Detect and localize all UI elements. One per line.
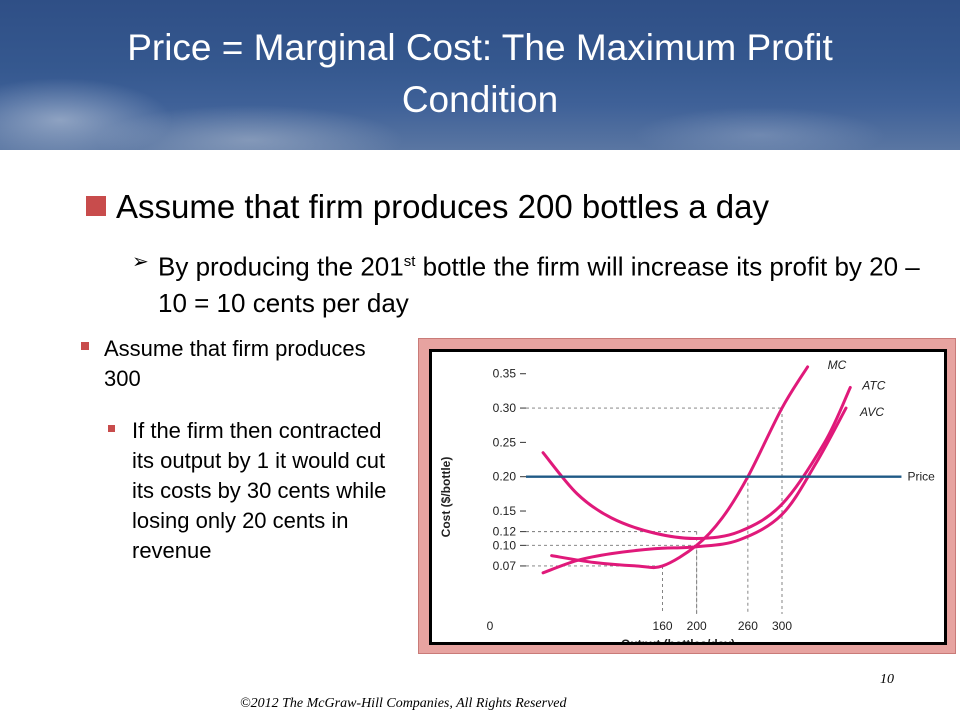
square-bullet-icon <box>81 342 89 350</box>
series-label-avc: AVC <box>859 405 884 419</box>
series-avc-line <box>541 406 848 575</box>
title-bar: Price = Marginal Cost: The Maximum Profi… <box>0 0 960 150</box>
left-bullet: Assume that firm produces 300 <box>78 334 378 394</box>
series-label-atc: ATC <box>861 378 885 392</box>
sub-bullet-part1: By producing the 201 <box>158 251 404 282</box>
x-tick-label: 300 <box>772 619 792 633</box>
x-tick-label: 0 <box>487 619 494 633</box>
sub-bullet-part2: bottle the firm will increase its profit… <box>158 251 920 318</box>
footer-copyright: ©2012 The McGraw-Hill Companies, All Rig… <box>240 696 567 711</box>
page-number: 10 <box>880 672 894 687</box>
cost-chart: 0.07 0.100.12 0.15 0.20 0.25 0.30 0.35 0 160 200 2… <box>432 352 944 642</box>
x-axis-label: Output (bottles/day) <box>621 637 735 642</box>
chart-border: 0.07 0.10 0.12 0.15 0.20 0.25 0.30 0.35 0 160 200 2… <box>429 349 947 645</box>
y-tick-label: 0.10 <box>493 538 517 552</box>
left-sub-bullet-text: If the firm then contracted its output b… <box>132 418 387 563</box>
y-tick-label: 0.15 <box>493 504 517 518</box>
square-bullet-icon <box>86 196 106 216</box>
y-tick-label: 0.20 <box>493 470 517 484</box>
y-tick-label: 0.25 <box>493 435 517 449</box>
x-tick-label: 160 <box>653 619 673 633</box>
sub-bullet: ➢ By producing the 201st bottle the firm… <box>132 244 942 321</box>
y-tick-label: 0.30 <box>493 401 517 415</box>
slide-title: Price = Marginal Cost: The Maximum Profi… <box>127 27 833 120</box>
series-label-mc: MC <box>828 358 847 372</box>
y-axis-label: Cost ($/bottle) <box>439 457 453 538</box>
sub-bullet-superscript: st <box>403 253 416 270</box>
left-bullet-text: Assume that firm produces 300 <box>104 336 366 391</box>
arrow-bullet-icon: ➢ <box>132 251 149 273</box>
main-bullet-text: Assume that firm produces 200 bottles a … <box>116 188 770 225</box>
chart-frame: 0.07 0.10 0.12 0.15 0.20 0.25 0.30 0.35 0 160 200 2… <box>418 338 956 654</box>
series-atc-line <box>541 385 852 540</box>
y-tick-label: 0.35 <box>493 367 517 381</box>
x-tick-label: 200 <box>687 619 707 633</box>
y-tick-label: 0.12 <box>493 525 517 539</box>
y-tick-label: 0.07 <box>493 559 517 573</box>
series-label-price: Price <box>907 470 935 484</box>
sub-bullet-text: By producing the 201st bottle the firm w… <box>158 244 942 321</box>
x-tick-label: 260 <box>738 619 758 633</box>
left-sub-bullet: If the firm then contracted its output b… <box>106 416 396 566</box>
square-bullet-icon <box>108 425 115 432</box>
main-bullet: Assume that firm produces 200 bottles a … <box>86 188 769 226</box>
